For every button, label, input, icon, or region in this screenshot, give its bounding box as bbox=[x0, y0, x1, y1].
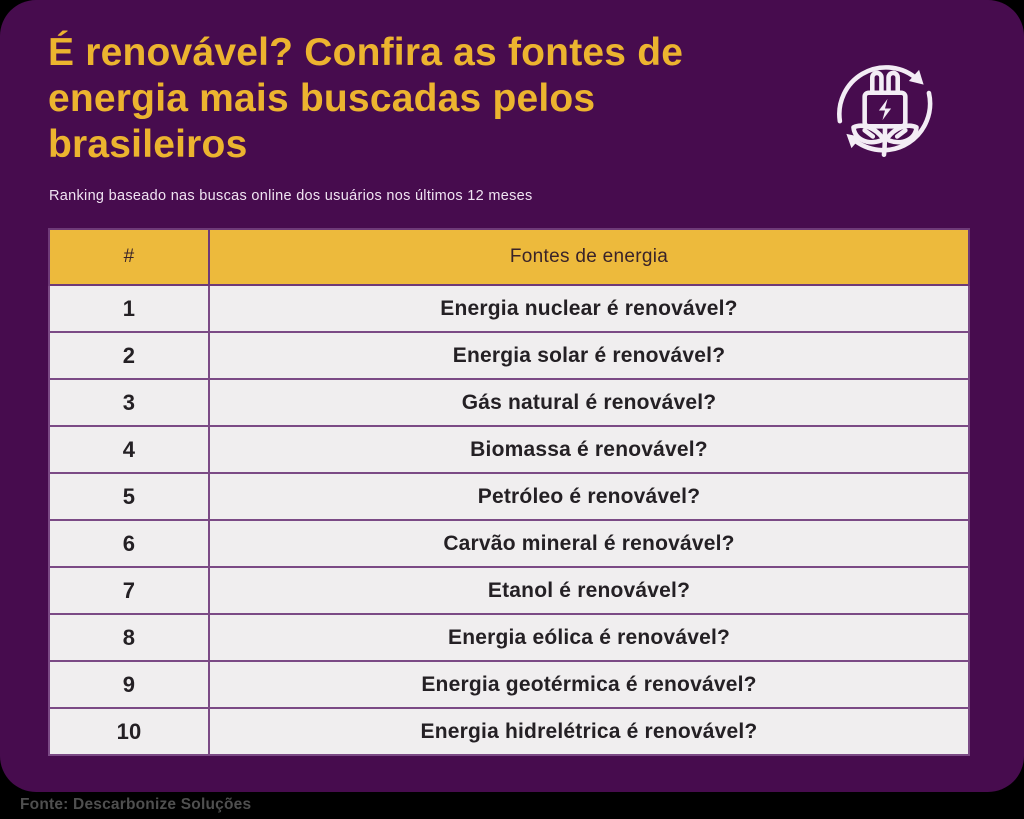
label-cell: Carvão mineral é renovável? bbox=[208, 519, 970, 568]
rank-cell: 8 bbox=[48, 613, 210, 662]
table-row: 5 Petróleo é renovável? bbox=[48, 472, 970, 521]
rank-cell: 5 bbox=[48, 472, 210, 521]
label-cell: Energia geotérmica é renovável? bbox=[208, 660, 970, 709]
table-row: 9 Energia geotérmica é renovável? bbox=[48, 660, 970, 709]
rank-cell: 9 bbox=[48, 660, 210, 709]
table-row: 2 Energia solar é renovável? bbox=[48, 331, 970, 380]
table-row: 8 Energia eólica é renovável? bbox=[48, 613, 970, 662]
header-rank: # bbox=[48, 228, 210, 286]
label-cell: Biomassa é renovável? bbox=[208, 425, 970, 474]
table-row: 6 Carvão mineral é renovável? bbox=[48, 519, 970, 568]
label-cell: Energia hidrelétrica é renovável? bbox=[208, 707, 970, 756]
rank-cell: 2 bbox=[48, 331, 210, 380]
label-cell: Energia eólica é renovável? bbox=[208, 613, 970, 662]
rank-cell: 1 bbox=[48, 284, 210, 333]
label-cell: Gás natural é renovável? bbox=[208, 378, 970, 427]
page-subtitle: Ranking baseado nas buscas online dos us… bbox=[49, 188, 533, 204]
table-row: 1 Energia nuclear é renovável? bbox=[48, 284, 970, 333]
label-cell: Energia solar é renovável? bbox=[208, 331, 970, 380]
rank-cell: 3 bbox=[48, 378, 210, 427]
table-row: 10 Energia hidrelétrica é renovável? bbox=[48, 707, 970, 756]
header-sources: Fontes de energia bbox=[208, 228, 970, 286]
table-row: 7 Etanol é renovável? bbox=[48, 566, 970, 615]
label-cell: Energia nuclear é renovável? bbox=[208, 284, 970, 333]
rank-cell: 6 bbox=[48, 519, 210, 568]
label-cell: Petróleo é renovável? bbox=[208, 472, 970, 521]
table-header-row: # Fontes de energia bbox=[48, 228, 970, 286]
footer-strip: Fonte: Descarbonize Soluções bbox=[0, 792, 1024, 819]
rank-cell: 4 bbox=[48, 425, 210, 474]
table-row: 3 Gás natural é renovável? bbox=[48, 378, 970, 427]
ranking-table: # Fontes de energia 1 Energia nuclear é … bbox=[48, 228, 970, 756]
rank-cell: 10 bbox=[48, 707, 210, 756]
purple-card: É renovável? Confira as fontes de energi… bbox=[0, 0, 1024, 792]
source-credit: Fonte: Descarbonize Soluções bbox=[20, 796, 252, 813]
table-row: 4 Biomassa é renovável? bbox=[48, 425, 970, 474]
renewable-energy-plug-recycle-icon bbox=[824, 48, 946, 170]
page-title: É renovável? Confira as fontes de energi… bbox=[48, 31, 684, 167]
label-cell: Etanol é renovável? bbox=[208, 566, 970, 615]
rank-cell: 7 bbox=[48, 566, 210, 615]
